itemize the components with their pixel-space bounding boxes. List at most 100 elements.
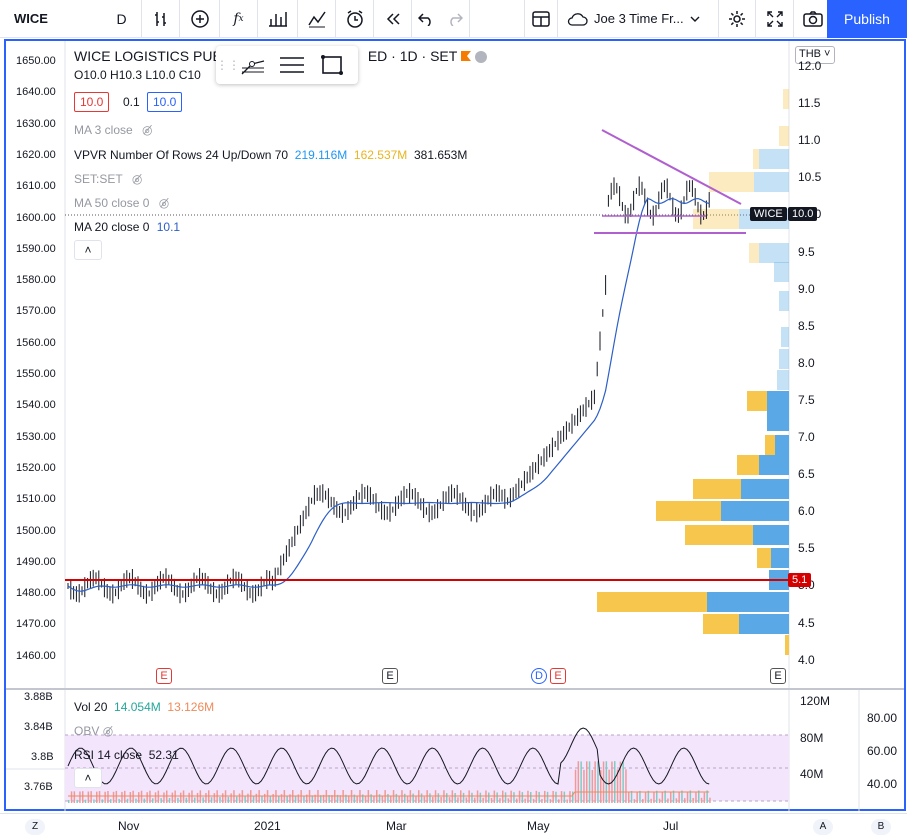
volume-bar bbox=[700, 797, 703, 803]
setset-legend[interactable]: SET:SET ◎̸ bbox=[74, 172, 143, 186]
layout-selector[interactable]: Joe 3 Time Fr... bbox=[558, 11, 718, 27]
rsi-legend[interactable]: RSI 14 close 52.31 bbox=[74, 748, 179, 762]
zoom-button[interactable]: Z bbox=[25, 819, 45, 835]
volume-bar bbox=[479, 792, 482, 803]
currency-selector[interactable]: THB ˅ bbox=[795, 46, 835, 64]
chart-canvas[interactable] bbox=[6, 41, 904, 811]
time-label: 2021 bbox=[254, 819, 281, 833]
volume-bar bbox=[574, 769, 577, 803]
volume-bar bbox=[185, 797, 188, 803]
vpvr-down-bar bbox=[765, 435, 775, 455]
vpvr-down-bar bbox=[597, 592, 707, 612]
earnings-marker[interactable]: E bbox=[156, 668, 172, 684]
obv-legend[interactable]: OBV ◎̸ bbox=[74, 724, 114, 738]
volume-bar bbox=[342, 790, 344, 803]
drag-handle-icon[interactable]: ⋮⋮ bbox=[216, 58, 240, 72]
volume-bar bbox=[224, 790, 227, 803]
earnings-marker[interactable]: E bbox=[382, 668, 398, 684]
volume-bar bbox=[468, 790, 470, 803]
volume-bar bbox=[409, 790, 412, 803]
auto-scale-button[interactable]: A bbox=[813, 819, 833, 835]
volume-bar bbox=[420, 793, 423, 803]
volume-bar bbox=[154, 792, 157, 803]
hidden-eye-icon[interactable]: ◎̸ bbox=[102, 724, 114, 738]
volume-bar bbox=[653, 792, 655, 803]
volume-bar bbox=[157, 790, 160, 803]
volume-bar bbox=[283, 790, 286, 803]
volume-bar bbox=[639, 790, 641, 803]
line-tool-icon[interactable] bbox=[234, 54, 272, 76]
volume-bar bbox=[230, 793, 232, 803]
volume-legend[interactable]: Vol 20 14.054M 13.126M bbox=[74, 700, 215, 714]
line-style-icon[interactable] bbox=[272, 55, 312, 75]
undo-icon[interactable] bbox=[412, 0, 440, 38]
volume-bar bbox=[79, 791, 81, 803]
volume-bar bbox=[457, 797, 459, 803]
volume-bar bbox=[112, 791, 115, 803]
camera-icon[interactable] bbox=[794, 0, 832, 38]
volume-bar bbox=[390, 796, 392, 803]
volume-bar bbox=[541, 799, 543, 803]
add-compare-icon[interactable] bbox=[180, 0, 220, 38]
redo-icon[interactable] bbox=[440, 0, 470, 38]
volume-bar bbox=[236, 796, 238, 803]
index-axis-label: 1460.00 bbox=[16, 649, 56, 662]
publish-button[interactable]: Publish bbox=[827, 0, 907, 38]
volume-bar bbox=[532, 798, 535, 803]
layout-grid-icon[interactable] bbox=[524, 0, 558, 38]
alert-icon[interactable] bbox=[336, 0, 374, 38]
gear-icon[interactable] bbox=[718, 0, 756, 38]
vpvr-up-bar bbox=[779, 291, 789, 311]
volume-bar bbox=[297, 794, 300, 803]
collapse-icon[interactable] bbox=[474, 51, 487, 64]
templates-icon[interactable] bbox=[258, 0, 298, 38]
volume-bar bbox=[656, 790, 658, 803]
rectangle-tool-icon[interactable] bbox=[312, 54, 352, 76]
volume-bar bbox=[126, 798, 129, 803]
volume-bar bbox=[538, 791, 540, 803]
volume-bar bbox=[647, 790, 650, 803]
ma3-legend[interactable]: MA 3 close ◎̸ bbox=[74, 123, 153, 137]
drawing-floating-toolbar[interactable]: ⋮⋮ bbox=[216, 46, 358, 84]
ask-box[interactable]: 10.0 bbox=[147, 92, 183, 112]
replay-icon[interactable] bbox=[374, 0, 412, 38]
legend-title[interactable]: WICE LOGISTICS PUB ED · 1D · SET bbox=[74, 48, 487, 64]
volume-bar bbox=[401, 790, 403, 803]
earnings-marker[interactable]: E bbox=[550, 668, 566, 684]
volume-bar bbox=[233, 790, 235, 803]
ma20-legend[interactable]: MA 20 close 0 10.1 bbox=[74, 220, 181, 234]
flag-icon[interactable] bbox=[460, 51, 471, 61]
collapse-legend-button[interactable]: ˄ bbox=[74, 768, 102, 788]
volume-bar bbox=[110, 799, 112, 803]
dividend-marker[interactable]: D bbox=[531, 668, 547, 684]
vpvr-down-bar bbox=[693, 209, 739, 229]
volume-bar bbox=[588, 761, 591, 803]
time-axis[interactable]: Z Nov 2021 Mar May Jul A B bbox=[0, 813, 907, 840]
volume-bar bbox=[580, 761, 582, 803]
b-scale-button[interactable]: B bbox=[871, 819, 891, 835]
time-label: May bbox=[527, 819, 550, 833]
hidden-eye-icon[interactable]: ◎̸ bbox=[131, 172, 143, 186]
interval-button[interactable]: D bbox=[102, 0, 142, 38]
bid-box[interactable]: 10.0 bbox=[74, 92, 110, 112]
vpvr-legend[interactable]: VPVR Number Of Rows 24 Up/Down 70 219.11… bbox=[74, 148, 468, 162]
volume-bar bbox=[300, 790, 302, 803]
price-axis-label: 6.5 bbox=[798, 467, 815, 482]
index-axis-label: 1520.00 bbox=[16, 461, 56, 474]
symbol-search[interactable]: WICE bbox=[14, 11, 48, 26]
compare-chart-icon[interactable] bbox=[298, 0, 336, 38]
bar-style-icon[interactable] bbox=[142, 0, 180, 38]
hidden-eye-icon[interactable]: ◎̸ bbox=[158, 196, 170, 210]
fullscreen-icon[interactable] bbox=[756, 0, 794, 38]
volume-ma-line bbox=[68, 791, 710, 797]
earnings-marker[interactable]: E bbox=[770, 668, 786, 684]
hidden-eye-icon[interactable]: ◎̸ bbox=[142, 123, 153, 137]
trendline-upper[interactable] bbox=[601, 129, 742, 205]
volume-bar bbox=[650, 798, 652, 803]
last-price-tag: 10.0 bbox=[788, 207, 818, 221]
ma50-legend[interactable]: MA 50 close 0 ◎̸ bbox=[74, 196, 170, 210]
volume-bar bbox=[292, 790, 294, 803]
collapse-legend-button[interactable]: ˄ bbox=[74, 240, 102, 260]
index-axis-label: 1530.00 bbox=[16, 430, 56, 443]
